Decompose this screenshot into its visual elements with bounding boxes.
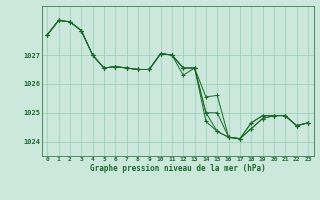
X-axis label: Graphe pression niveau de la mer (hPa): Graphe pression niveau de la mer (hPa) — [90, 164, 266, 173]
